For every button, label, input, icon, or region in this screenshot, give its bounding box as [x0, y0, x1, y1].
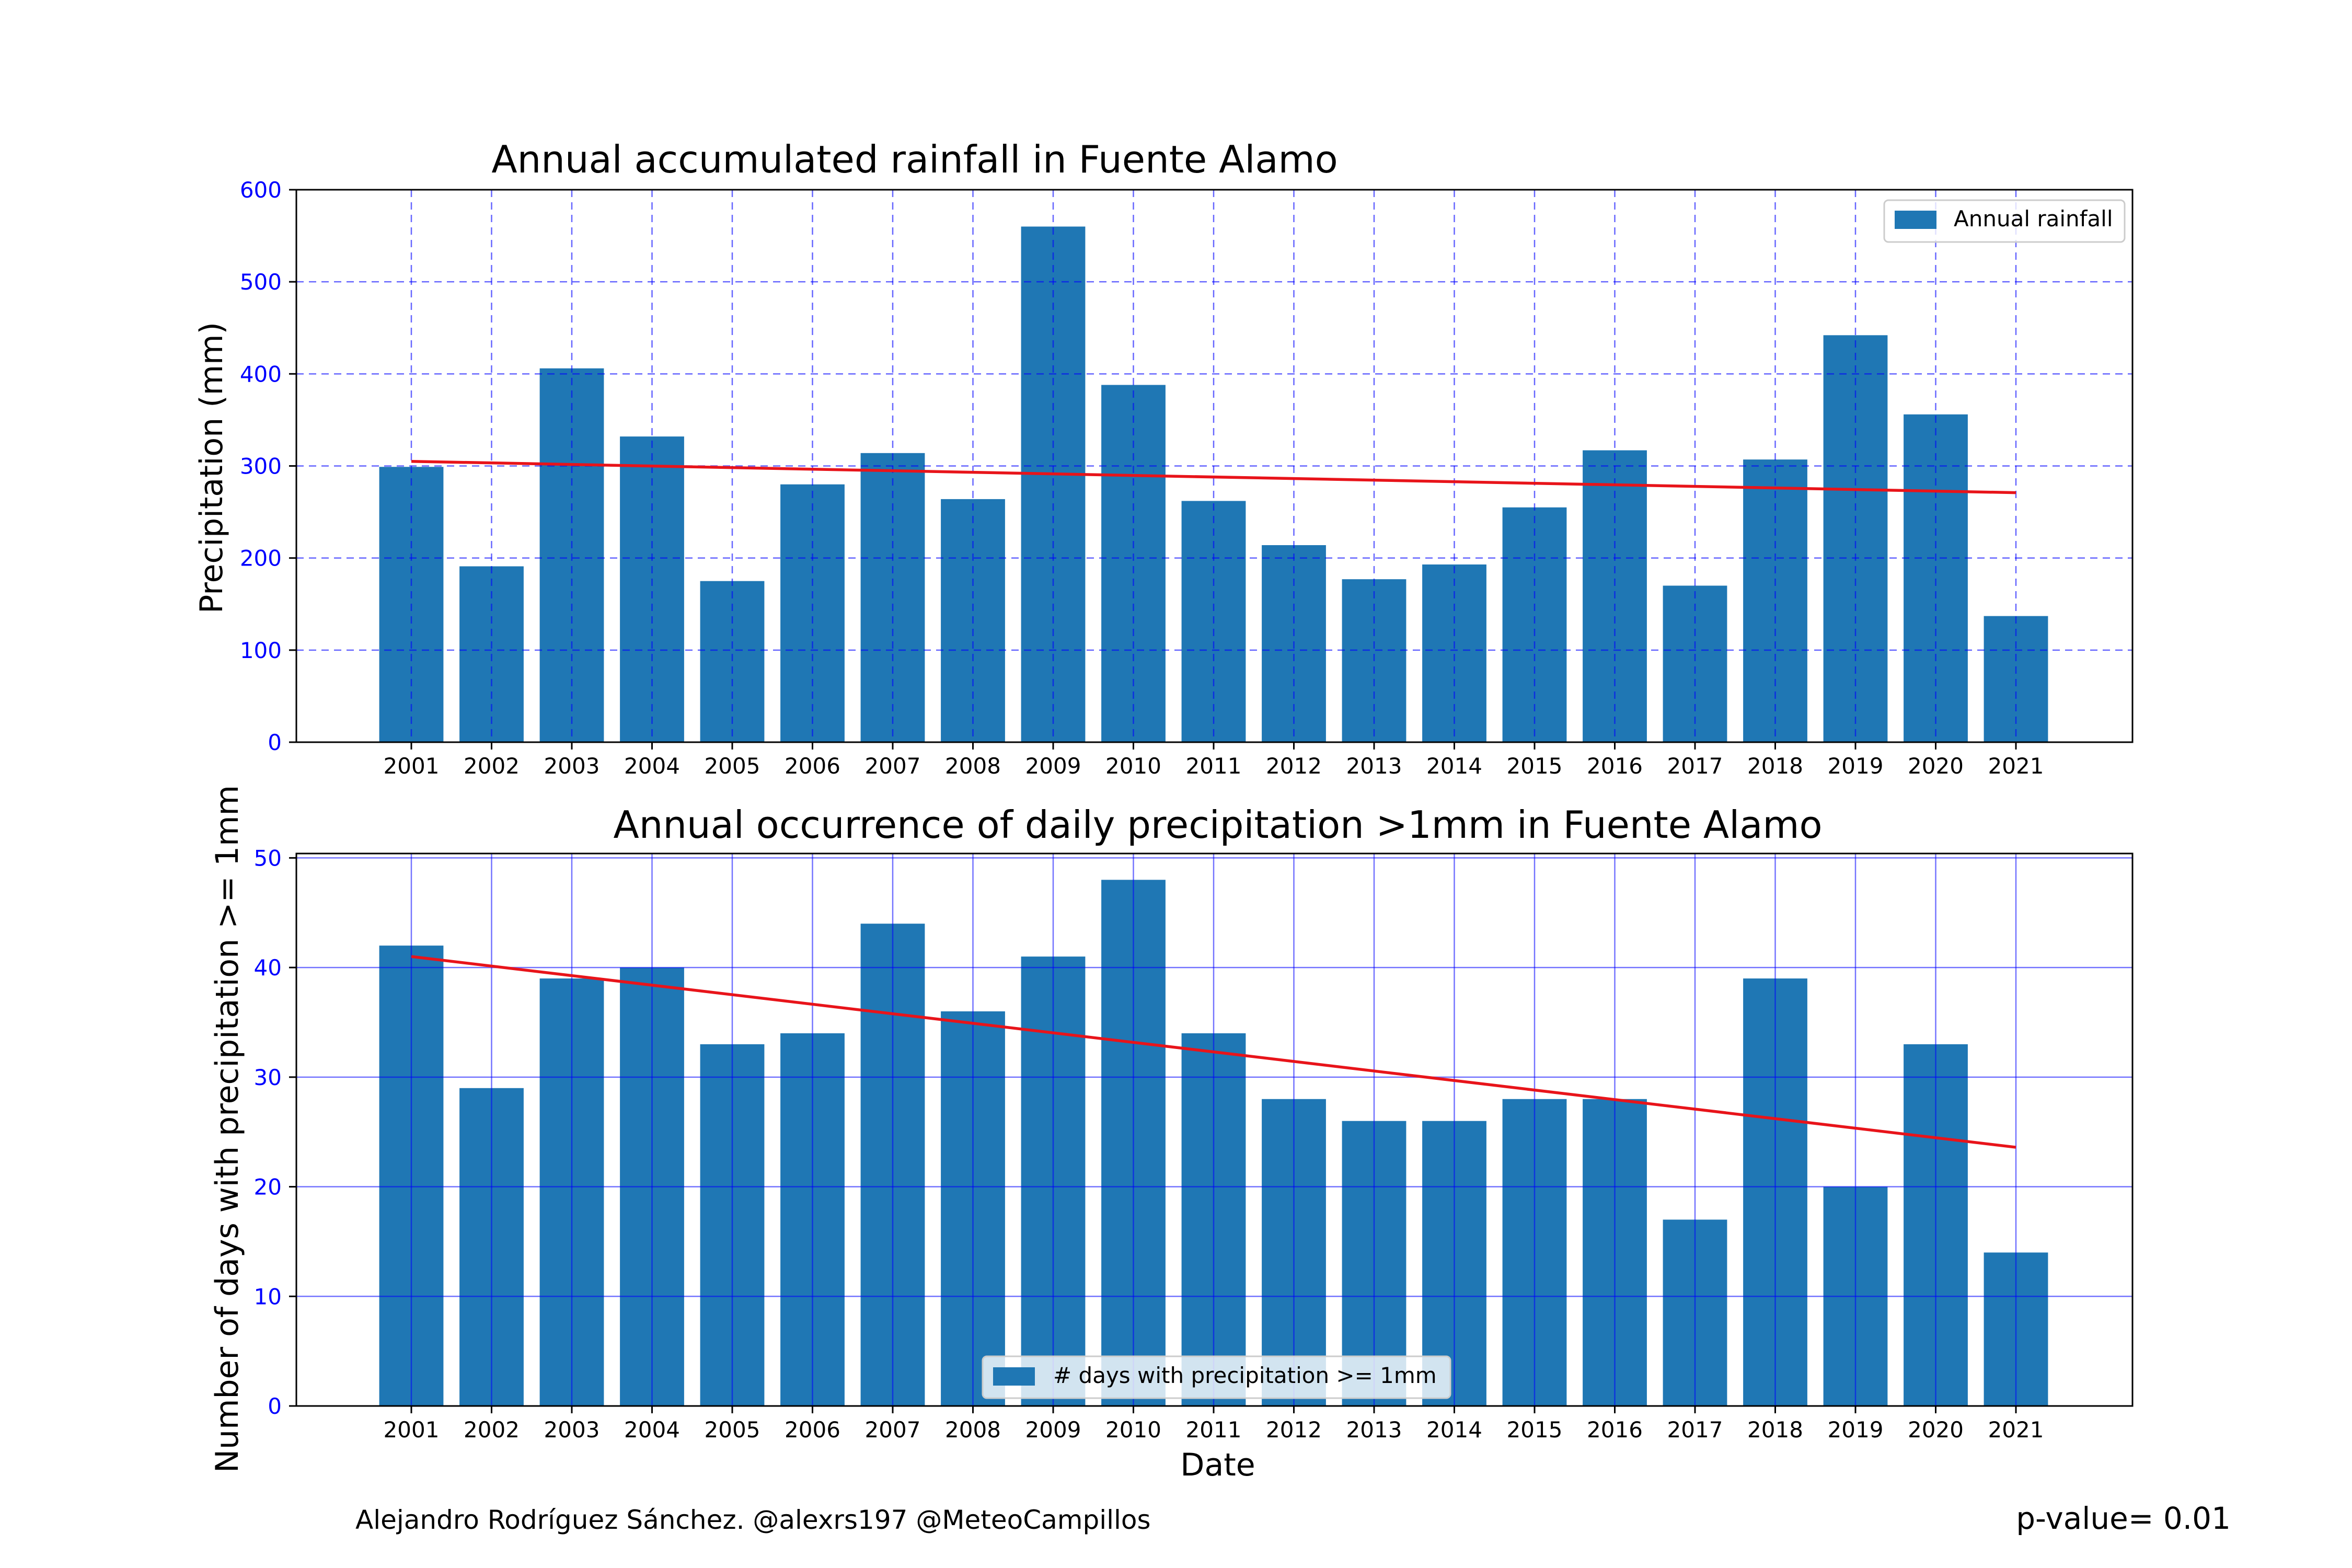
x-tick-label: 2008 — [945, 1417, 1001, 1443]
x-tick-label: 2013 — [1346, 753, 1402, 779]
legend-swatch — [993, 1367, 1035, 1386]
x-tick-label: 2017 — [1667, 753, 1723, 779]
y-tick-label: 300 — [240, 454, 282, 479]
rainy-days-chart: Annual occurrence of daily precipitation… — [209, 785, 2134, 1483]
legend-swatch — [1895, 211, 1936, 229]
legend-box — [982, 1355, 1451, 1399]
bar-2014 — [1422, 564, 1486, 742]
y-tick-label: 10 — [254, 1284, 282, 1309]
x-tick-label: 2007 — [865, 1417, 921, 1443]
y-tick-label: 0 — [268, 730, 282, 755]
bar-2004 — [620, 436, 684, 742]
x-tick-label: 2004 — [624, 753, 680, 779]
x-tick-label: 2018 — [1747, 1417, 1803, 1443]
x-tick-label: 2011 — [1186, 1417, 1242, 1443]
x-tick-label: 2021 — [1988, 1417, 2044, 1443]
rainfall-chart: Annual accumulated rainfall in Fuente Al… — [193, 137, 2134, 779]
y-tick-label: 200 — [240, 546, 282, 571]
x-tick-label: 2006 — [785, 1417, 840, 1443]
y-tick-label: 30 — [254, 1065, 282, 1090]
y-tick-label: 400 — [240, 361, 282, 387]
x-tick-label: 2003 — [544, 1417, 600, 1443]
trend-line — [411, 459, 2016, 494]
x-tick-label: 2002 — [464, 1417, 520, 1443]
trend-line-segment — [411, 459, 2016, 494]
bar-2018 — [1743, 459, 1807, 742]
bar-2010 — [1101, 385, 1166, 742]
x-tick-label: 2010 — [1105, 1417, 1161, 1443]
legend: # days with precipitation >= 1mm — [982, 1355, 1451, 1399]
trend-line-segment — [411, 955, 2016, 1149]
x-tick-label: 2015 — [1507, 753, 1563, 779]
y-tick-label: 40 — [254, 955, 282, 981]
x-tick-label: 2017 — [1667, 1417, 1723, 1443]
chart-title: Annual occurrence of daily precipitation… — [614, 803, 1823, 847]
x-tick-label: 2007 — [865, 753, 921, 779]
x-axis-label: Date — [1180, 1447, 1255, 1483]
bar-2017 — [1663, 585, 1727, 742]
x-tick-label: 2021 — [1988, 753, 2044, 779]
x-ticks: 2001 2002 2003 2004 2005 2006 2007 2008 2009 2010… — [384, 1406, 2044, 1443]
x-tick-label: 2005 — [705, 1417, 760, 1443]
credit-text: Alejandro Rodríguez Sánchez. @alexrs197 … — [355, 1505, 1151, 1535]
y-tick-label: 500 — [240, 269, 282, 295]
x-tick-label: 2016 — [1587, 753, 1643, 779]
x-tick-label: 2015 — [1507, 1417, 1563, 1443]
legend-box — [1883, 199, 2126, 243]
x-tick-label: 2020 — [1908, 753, 1964, 779]
x-tick-label: 2003 — [544, 753, 600, 779]
y-ticks: 0 100 200 300 400 500 600 — [240, 177, 296, 755]
x-tick-label: 2005 — [705, 753, 760, 779]
x-tick-label: 2001 — [384, 1417, 440, 1443]
x-tick-label: 2020 — [1908, 1417, 1964, 1443]
grid-lines — [296, 854, 2132, 1406]
p-value-text: p-value= 0.01 — [2016, 1501, 2231, 1536]
bar-2006 — [780, 484, 845, 742]
x-tick-label: 2014 — [1426, 1417, 1482, 1443]
x-tick-label: 2014 — [1426, 753, 1482, 779]
x-tick-label: 2004 — [624, 1417, 680, 1443]
y-tick-label: 0 — [268, 1393, 282, 1419]
y-tick-label: 20 — [254, 1174, 282, 1200]
x-tick-label: 2009 — [1025, 1417, 1081, 1443]
x-tick-label: 2019 — [1828, 1417, 1884, 1443]
x-tick-label: 2011 — [1186, 753, 1242, 779]
x-tick-label: 2001 — [384, 753, 440, 779]
x-tick-label: 2010 — [1105, 753, 1161, 779]
x-tick-label: 2006 — [785, 753, 840, 779]
x-tick-label: 2009 — [1025, 753, 1081, 779]
y-tick-label: 50 — [254, 845, 282, 871]
y-ticks: 0 10 20 30 40 50 — [254, 845, 296, 1419]
x-tick-label: 2019 — [1828, 753, 1884, 779]
chart-title: Annual accumulated rainfall in Fuente Al… — [491, 137, 1338, 181]
legend: Annual rainfall — [1883, 199, 2126, 243]
x-ticks: 2001 2002 2003 2004 2005 2006 2007 2008 2009 2010… — [384, 742, 2044, 779]
x-tick-label: 2002 — [464, 753, 520, 779]
x-tick-label: 2012 — [1266, 753, 1322, 779]
x-tick-label: 2008 — [945, 753, 1001, 779]
x-tick-label: 2012 — [1266, 1417, 1322, 1443]
legend-label: Annual rainfall — [1954, 206, 2113, 232]
y-axis-label: Precipitation (mm) — [193, 322, 230, 614]
y-axis-label: Number of days with precipitation >= 1mm — [209, 785, 246, 1473]
legend-label: # days with precipitation >= 1mm — [1053, 1363, 1437, 1388]
trend-line — [411, 955, 2016, 1149]
y-tick-label: 100 — [240, 638, 282, 663]
x-tick-label: 2016 — [1587, 1417, 1643, 1443]
x-tick-label: 2013 — [1346, 1417, 1402, 1443]
x-tick-label: 2018 — [1747, 753, 1803, 779]
y-tick-label: 600 — [240, 177, 282, 203]
